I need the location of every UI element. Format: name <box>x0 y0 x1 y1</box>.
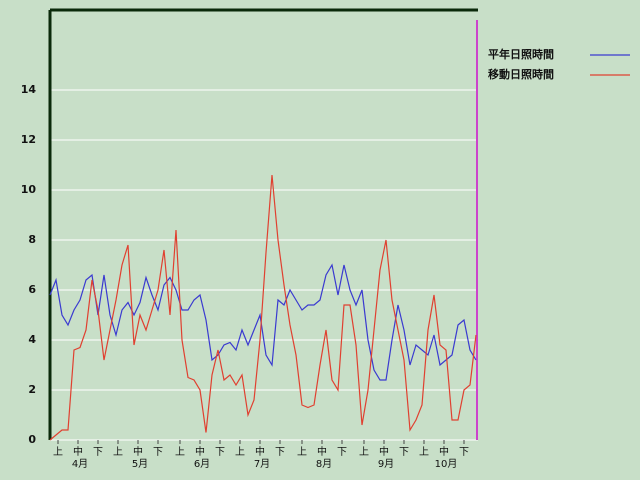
month-label: 4月 <box>72 458 88 470</box>
x-tick-label: 中 <box>73 445 83 458</box>
month-label: 10月 <box>435 458 458 470</box>
x-tick-label: 下 <box>275 447 285 458</box>
x-tick-label: 中 <box>317 445 327 458</box>
x-tick-label: 上 <box>235 446 245 458</box>
x-tick-label: 下 <box>459 447 469 458</box>
x-tick-label: 下 <box>399 447 409 458</box>
month-label: 9月 <box>378 458 394 470</box>
y-tick-label: 8 <box>28 233 36 246</box>
x-tick-label: 下 <box>337 447 347 458</box>
y-tick-label: 12 <box>21 133 36 146</box>
x-tick-label: 下 <box>93 447 103 458</box>
x-tick-label: 上 <box>113 446 123 458</box>
y-tick-label: 10 <box>21 183 37 196</box>
y-tick-label: 6 <box>28 283 36 296</box>
month-label: 7月 <box>254 458 270 470</box>
x-tick-label: 上 <box>359 446 369 458</box>
series-line <box>49 263 477 381</box>
month-label: 6月 <box>194 458 210 470</box>
x-tick-label: 中 <box>439 445 449 458</box>
y-tick-label: 4 <box>28 333 36 346</box>
month-label: 5月 <box>132 458 148 470</box>
x-tick-label: 上 <box>419 446 429 458</box>
x-tick-label: 中 <box>255 445 265 458</box>
x-tick-label: 上 <box>175 446 185 458</box>
x-tick-label: 中 <box>195 445 205 458</box>
legend-label: 移動日照時間 <box>488 67 554 81</box>
y-tick-label: 2 <box>28 383 36 396</box>
x-tick-label: 上 <box>53 446 63 458</box>
legend-label: 平年日照時間 <box>488 47 554 61</box>
x-tick-label: 上 <box>297 446 307 458</box>
series-line <box>49 174 477 441</box>
x-tick-label: 中 <box>133 445 143 458</box>
x-tick-label: 下 <box>215 447 225 458</box>
x-tick-label: 下 <box>153 447 163 458</box>
x-tick-label: 中 <box>379 445 389 458</box>
month-label: 8月 <box>316 458 332 470</box>
y-tick-label: 0 <box>28 433 36 446</box>
y-tick-label: 14 <box>21 83 37 96</box>
